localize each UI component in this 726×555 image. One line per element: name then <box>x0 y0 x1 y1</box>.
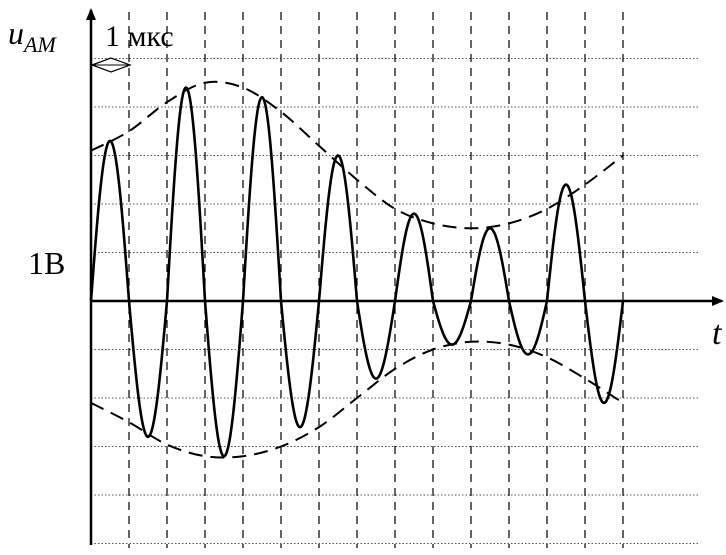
time-scale-label: 1 мкс <box>105 20 174 53</box>
lower-envelope <box>90 340 624 459</box>
upper-envelope <box>90 80 624 230</box>
envelopes <box>90 80 624 459</box>
voltage-scale-label: 1B <box>28 245 65 281</box>
y-axis-label-subscript: AM <box>22 32 57 57</box>
y-axis-label: uAM <box>8 15 57 57</box>
x-axis-label: t <box>712 315 723 352</box>
time-scale-marker <box>90 57 132 73</box>
